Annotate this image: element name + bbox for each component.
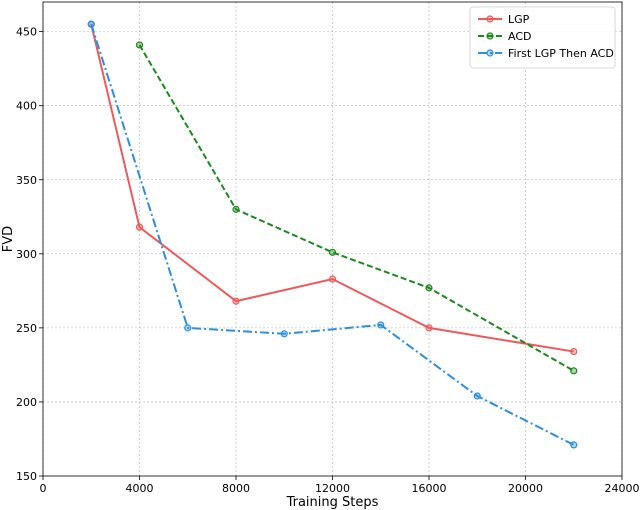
series-0 [87,20,578,356]
x-tick-label: 20000 [508,482,543,495]
y-tick-label: 200 [16,396,37,409]
series-2 [87,20,578,449]
series-line [90,23,575,446]
y-tick-label: 250 [16,322,37,335]
data-point [135,223,144,231]
data-point [87,20,95,28]
data-point [473,392,481,400]
legend-item: First LGP Then ACD [478,47,614,60]
data-point [328,248,337,256]
data-point [328,275,337,283]
x-tick-label: 24000 [605,482,640,495]
legend-label: First LGP Then ACD [508,47,614,60]
legend-marker [486,15,494,23]
x-tick-label: 0 [40,482,47,495]
data-point [184,324,192,332]
data-point [377,321,385,329]
legend-label: LGP [508,13,530,26]
data-point [232,297,240,305]
legend-marker [486,49,494,57]
y-tick-label: 400 [16,100,37,113]
data-point [135,41,144,49]
series-line [138,44,575,372]
data-point [570,441,578,449]
data-point [570,367,578,375]
x-tick-label: 4000 [126,482,154,495]
legend-item: LGP [478,13,530,26]
x-tick-label: 16000 [412,482,447,495]
data-point [425,284,433,292]
x-axis: 0 4000 8000 12000 16000 20000 24000 [40,476,640,495]
legend-box [469,6,616,69]
data-point [232,205,240,213]
y-tick-label: 450 [16,26,37,39]
data-point [280,330,288,338]
legend: LGP ACD First LGP Then ACD [469,6,616,69]
y-axis: 150 200 250 300 350 400 450 [16,26,43,483]
y-tick-label: 350 [16,174,37,187]
series-1 [135,41,578,375]
y-axis-label: FVD [1,226,16,252]
x-tick-label: 12000 [315,482,350,495]
series-layer [87,20,578,449]
data-point [570,347,578,356]
grid [42,2,623,477]
series-line [90,23,574,353]
y-tick-label: 300 [16,248,37,261]
legend-label: ACD [508,30,531,43]
x-axis-label: Training Steps [286,495,379,510]
data-point [425,324,433,332]
legend-item: ACD [478,30,531,43]
legend-marker [486,32,494,40]
y-tick-label: 150 [16,470,37,483]
x-tick-label: 8000 [222,482,250,495]
